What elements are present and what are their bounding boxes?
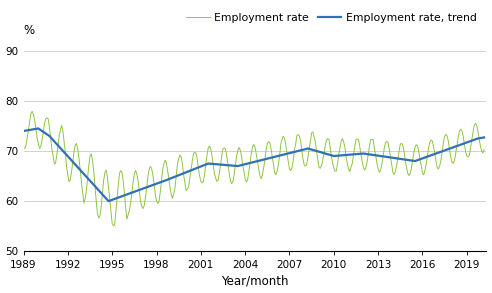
X-axis label: Year/month: Year/month: [221, 275, 289, 287]
Employment rate: [21, 146, 27, 150]
Employment rate: [29, 110, 35, 113]
Employment rate: [171, 192, 177, 195]
Employment rate: [111, 224, 117, 227]
Employment rate, trend: [35, 127, 41, 130]
Employment rate: [299, 148, 305, 152]
Employment rate, trend: [171, 176, 177, 179]
Employment rate, trend: [136, 188, 142, 192]
Line: Employment rate, trend: Employment rate, trend: [24, 128, 484, 201]
Employment rate, trend: [106, 199, 112, 203]
Employment rate, trend: [481, 136, 487, 139]
Employment rate: [136, 188, 142, 192]
Employment rate, trend: [465, 140, 471, 144]
Employment rate, trend: [253, 160, 259, 163]
Employment rate: [465, 155, 471, 159]
Text: %: %: [24, 23, 34, 37]
Employment rate, trend: [181, 171, 186, 175]
Employment rate: [181, 173, 186, 176]
Employment rate: [481, 148, 487, 151]
Employment rate, trend: [21, 129, 27, 133]
Line: Employment rate: Employment rate: [24, 111, 484, 226]
Employment rate: [253, 152, 259, 156]
Legend: Employment rate, Employment rate, trend: Employment rate, Employment rate, trend: [182, 8, 481, 27]
Employment rate, trend: [299, 148, 305, 152]
